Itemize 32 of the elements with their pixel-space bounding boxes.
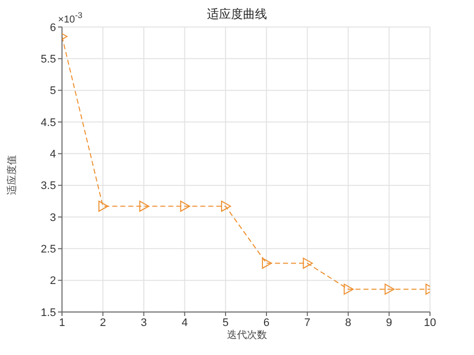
x-tick-label: 5 <box>222 316 229 329</box>
point <box>139 200 150 212</box>
x-tick-label: 2 <box>100 316 106 329</box>
point <box>221 200 232 212</box>
x-tick-label: 9 <box>386 316 392 329</box>
x-tick-label: 8 <box>345 316 352 329</box>
y-tick-label: 3.5 <box>40 180 56 192</box>
point <box>344 284 354 295</box>
y-tick-label: 5.5 <box>40 54 56 66</box>
y-tick-label: 1.5 <box>40 306 56 319</box>
x-tick-label: 4 <box>182 316 188 329</box>
x-tick-label: 1 <box>58 316 66 329</box>
y-tick-label: 2 <box>50 275 56 288</box>
x-axis-title: 迭代次数 <box>226 328 268 342</box>
point <box>302 258 313 269</box>
x-tick-label: 3 <box>140 316 147 329</box>
point <box>384 284 395 295</box>
chart-title: 适应度曲线 <box>207 7 267 21</box>
point <box>98 200 108 212</box>
point <box>180 200 190 212</box>
y-tick-label: 5 <box>50 85 56 98</box>
y-axis-title: 适应度值 <box>6 155 19 195</box>
x-tick-label: 6 <box>263 316 270 329</box>
text: ×10$^{-3}$ <box>58 10 82 26</box>
y-tick-label: 4.5 <box>40 116 56 129</box>
x-tick-label: 10 <box>424 316 436 329</box>
point <box>262 258 272 269</box>
y-tick-label: 6 <box>50 22 56 34</box>
y-tick-label: 4 <box>50 148 56 161</box>
y-tick-label: 2.5 <box>40 244 56 256</box>
y-tick-label: 3 <box>50 212 56 224</box>
x-tick-label: 7 <box>304 316 310 329</box>
